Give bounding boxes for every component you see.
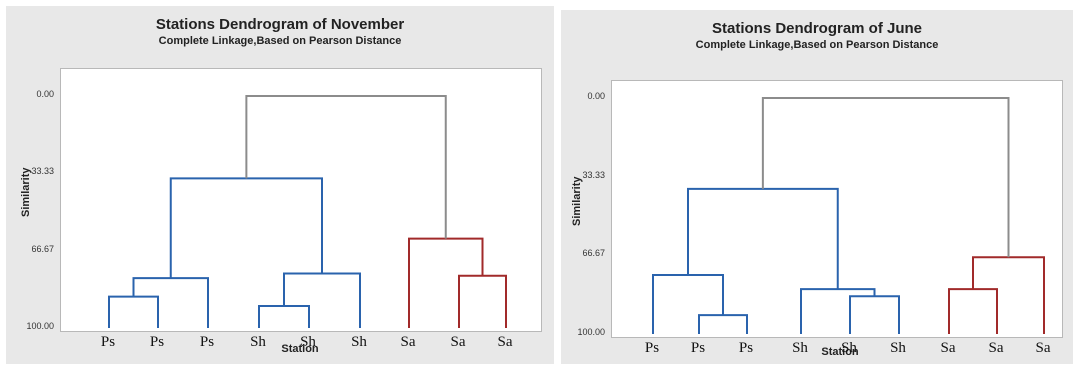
x-tick-label: Sh <box>250 334 266 350</box>
x-tick-label: Ps <box>100 334 116 350</box>
chart-title: Stations Dendrogram of June <box>711 20 923 37</box>
dendrogram-link <box>245 95 447 239</box>
x-tick-label: Sa <box>497 334 513 350</box>
dendrogram-panel-november: Stations Dendrogram of November Complete… <box>6 6 554 364</box>
x-tick-label: Sh <box>841 340 857 356</box>
chart-subtitle: Complete Linkage,Based on Pearson Distan… <box>695 39 939 51</box>
x-axis-label: Station <box>821 346 859 358</box>
dendrogram-link <box>169 177 323 279</box>
y-tick-label: 100.00 <box>577 327 605 337</box>
x-tick-label: Sh <box>300 334 316 350</box>
y-tick-label: 0.00 <box>36 89 54 99</box>
y-tick-label: 66.67 <box>31 243 54 254</box>
x-tick-label: Sh <box>792 340 808 356</box>
x-tick-label: Ps <box>644 340 660 356</box>
x-tick-label: Sa <box>400 334 416 350</box>
y-tick-label: 33.33 <box>582 169 605 180</box>
x-tick-label: Ps <box>149 334 165 350</box>
dendrogram-link <box>761 97 1010 258</box>
x-tick-label: Ps <box>199 334 215 350</box>
x-tick-label: Sa <box>940 340 956 356</box>
x-tick-label: Sa <box>988 340 1004 356</box>
x-tick-label: Ps <box>738 340 754 356</box>
dendrogram-link <box>108 295 159 328</box>
dendrogram-link <box>458 274 507 328</box>
y-tick-label: 33.33 <box>31 166 54 177</box>
dendrogram-link <box>258 304 310 328</box>
plot-area <box>60 68 542 332</box>
x-tick-label: Sa <box>450 334 466 350</box>
x-tick-label: Ps <box>690 340 706 356</box>
dendrogram-link <box>849 295 900 334</box>
y-tick-label: 0.00 <box>587 91 605 101</box>
x-tick-label: Sh <box>890 340 906 356</box>
x-tick-label: Sh <box>351 334 367 350</box>
dendrogram-svg <box>652 97 1045 334</box>
dendrogram-link <box>283 272 361 328</box>
chart-subtitle: Complete Linkage,Based on Pearson Distan… <box>158 35 402 47</box>
dendrogram-link <box>948 288 998 334</box>
y-tick-label: 66.67 <box>582 248 605 259</box>
dendrogram-link <box>698 314 748 334</box>
x-axis-label: Station <box>281 343 319 355</box>
x-tick-label: Sa <box>1035 340 1051 356</box>
dendrogram-link <box>132 277 209 328</box>
plot-area <box>611 80 1063 338</box>
dendrogram-link <box>972 256 1045 334</box>
dendrogram-link <box>652 274 724 334</box>
y-tick-label: 100.00 <box>26 321 54 331</box>
dendrogram-panel-june: Stations Dendrogram of June Complete Lin… <box>561 10 1073 364</box>
chart-title: Stations Dendrogram of November <box>155 16 405 33</box>
dendrogram-svg <box>108 95 507 328</box>
dendrogram-link <box>408 237 484 328</box>
